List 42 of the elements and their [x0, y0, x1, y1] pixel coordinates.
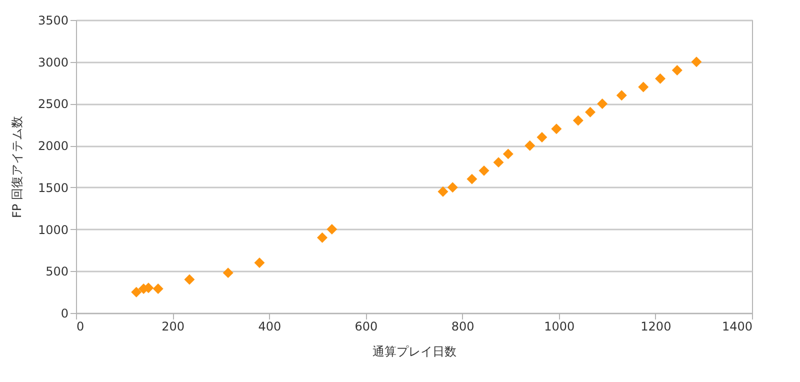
point: [638, 82, 649, 92]
point: [317, 232, 328, 243]
x-tick-label: 600: [354, 320, 378, 334]
point: [493, 157, 504, 168]
x-tick-label: 0: [76, 320, 84, 334]
point: [597, 98, 608, 109]
y-axis-title: FP 回復アイテム数: [10, 116, 24, 218]
x-tick-label: 200: [162, 320, 185, 334]
x-tick-label: 400: [258, 320, 282, 334]
y-tick-label: 0: [60, 306, 68, 320]
point: [222, 268, 234, 278]
point: [691, 56, 702, 68]
point: [572, 115, 584, 126]
point: [152, 283, 164, 294]
point: [184, 274, 195, 285]
point: [466, 174, 478, 184]
y-tick-label: 2500: [38, 97, 68, 112]
point: [655, 73, 666, 84]
point: [254, 258, 265, 268]
y-tick-label: 3000: [38, 55, 68, 70]
x-tick-label: 1200: [640, 320, 672, 334]
x-tick-label: 1400: [722, 320, 752, 334]
point: [524, 140, 536, 151]
point: [585, 106, 596, 118]
y-tick-label: 500: [46, 264, 68, 279]
y-tick-label: 1000: [38, 222, 68, 237]
y-tick-label: 1500: [38, 180, 68, 195]
point: [616, 90, 627, 101]
point: [438, 186, 448, 197]
x-tick-label: 800: [451, 320, 474, 334]
y-tick-label: 3500: [38, 14, 68, 28]
point: [536, 132, 548, 142]
point: [551, 124, 562, 134]
point: [447, 182, 458, 193]
point: [502, 148, 514, 160]
x-axis-title: 通算プレイ日数: [372, 344, 456, 358]
y-tick-label: 2000: [38, 139, 68, 154]
point: [326, 224, 338, 235]
point: [672, 64, 682, 76]
point: [131, 286, 142, 298]
x-tick-label: 1000: [544, 320, 575, 334]
point: [478, 165, 490, 176]
